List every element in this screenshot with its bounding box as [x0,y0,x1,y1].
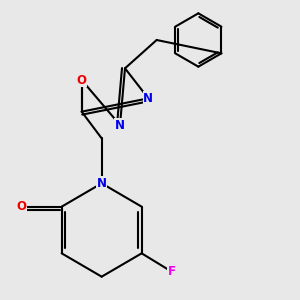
Text: O: O [17,200,27,213]
Text: N: N [115,118,125,131]
Text: F: F [168,265,176,278]
Text: O: O [77,74,87,86]
Text: N: N [143,92,153,105]
Text: N: N [97,177,107,190]
